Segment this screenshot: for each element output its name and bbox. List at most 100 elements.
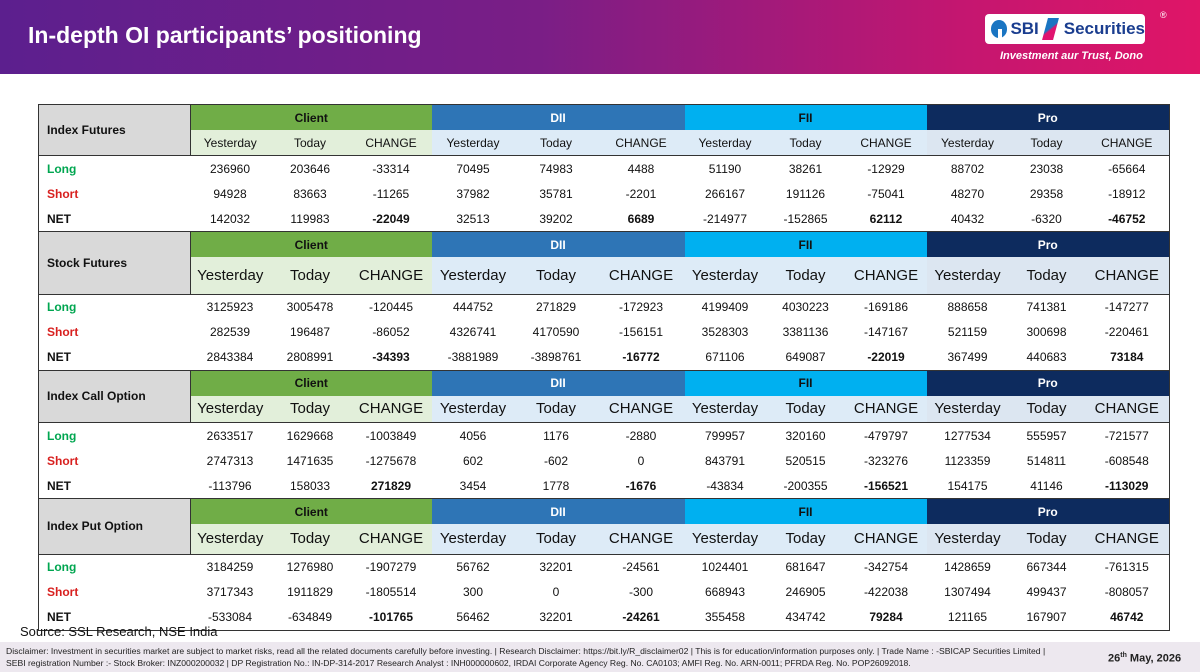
fii-subheader: CHANGE xyxy=(845,524,927,555)
dii-subheader: CHANGE xyxy=(597,130,685,156)
cell-dii-short: 35781 xyxy=(539,186,573,201)
cell-pro-short: -808057 xyxy=(1084,579,1170,605)
cell-dii-short: 4326741 xyxy=(449,325,497,339)
cell-fii-long: -169186 xyxy=(863,300,909,314)
cell-fii-short: 246905 xyxy=(785,585,826,599)
client-header: Client xyxy=(190,369,432,396)
fii-header: FII xyxy=(684,369,927,396)
row-label-net: NET xyxy=(38,473,191,499)
cell-pro-long: 1428659 xyxy=(944,560,991,574)
cell-fii-net: 79284 xyxy=(845,604,927,631)
cell-dii-short: 0 xyxy=(637,453,645,468)
cell-fii-long: -12929 xyxy=(867,161,905,176)
report-date: 26th May, 2026 xyxy=(1108,652,1182,665)
cell-dii-short: -602 xyxy=(543,453,569,468)
cell-client-net: -34393 xyxy=(350,344,432,371)
section-label: Index Put Option xyxy=(38,498,191,555)
fii-subheader: CHANGE xyxy=(845,130,927,156)
cell-client-short: 282539 xyxy=(209,325,251,339)
cell-client-net: 271829 xyxy=(350,473,432,499)
client-header: Client xyxy=(190,231,432,257)
cell-fii-long: 799957 xyxy=(704,428,746,443)
cell-dii-short: -300 xyxy=(628,585,654,599)
cell-fii-long: 4199409 xyxy=(701,300,749,314)
cell-client-short: 196487 xyxy=(289,325,331,339)
oi-positioning-table: Index Futures Client DII FII Pro Yesterday Tod… xyxy=(38,104,1170,631)
fii-subheader: Yesterday xyxy=(684,395,766,423)
cell-dii-long: -2880 xyxy=(625,428,657,443)
pro-subheader: Yesterday xyxy=(926,395,1009,423)
fii-subheader: Yesterday xyxy=(684,524,766,555)
cell-dii-net: 56462 xyxy=(431,604,515,631)
cell-fii-short: -147167 xyxy=(863,325,909,339)
cell-client-short: -11265 xyxy=(372,186,410,201)
cell-client-short: -86052 xyxy=(372,325,410,339)
dii-subheader: CHANGE xyxy=(597,395,685,423)
cell-pro-long: -761315 xyxy=(1084,554,1170,580)
cell-dii-net: -16772 xyxy=(597,344,685,371)
cell-dii-long: -172923 xyxy=(618,300,664,314)
cell-pro-short: -608548 xyxy=(1084,448,1170,473)
cell-dii-net: -24261 xyxy=(597,604,685,631)
dii-header: DII xyxy=(431,104,685,130)
client-subheader: CHANGE xyxy=(350,257,432,295)
cell-fii-net: -214977 xyxy=(684,206,766,232)
cell-pro-net: 167907 xyxy=(1008,604,1085,631)
cell-fii-net: 671106 xyxy=(684,344,766,371)
cell-pro-short: 514811 xyxy=(1026,453,1067,468)
cell-pro-short: 29358 xyxy=(1029,186,1064,201)
cell-fii-net: -200355 xyxy=(765,473,846,499)
row-label-short: Short xyxy=(38,579,191,605)
cell-pro-short: 1123359 xyxy=(944,453,991,468)
cell-client-long: 203646 xyxy=(289,161,331,176)
pro-subheader: CHANGE xyxy=(1084,257,1170,295)
cell-fii-net: 355458 xyxy=(684,604,766,631)
page-title: In-depth OI participants’ positioning xyxy=(28,22,422,48)
cell-pro-long: 667344 xyxy=(1026,560,1067,574)
cell-pro-short: 521159 xyxy=(947,325,988,339)
cell-dii-net: -3898761 xyxy=(514,344,598,371)
cell-client-long: -1907279 xyxy=(365,560,417,574)
fii-subheader: Today xyxy=(765,395,846,423)
fii-subheader: CHANGE xyxy=(845,257,927,295)
cell-fii-short: -75041 xyxy=(867,186,905,201)
cell-client-net: 2808991 xyxy=(269,344,351,371)
cell-dii-net: -3881989 xyxy=(431,344,515,371)
dii-subheader: Today xyxy=(514,257,598,295)
dii-header: DII xyxy=(431,498,685,524)
pro-subheader: CHANGE xyxy=(1084,524,1170,555)
footer: Disclaimer: Investment in securities mar… xyxy=(0,642,1200,672)
cell-dii-net: 1778 xyxy=(514,473,598,499)
cell-pro-net: 440683 xyxy=(1008,344,1085,371)
cell-dii-long: 4056 xyxy=(459,428,487,443)
cell-fii-short: 520515 xyxy=(785,453,826,468)
row-label-net: NET xyxy=(38,206,191,232)
cell-pro-short: 1307494 xyxy=(944,585,991,599)
fii-header: FII xyxy=(684,498,927,524)
fii-subheader: Yesterday xyxy=(684,257,766,295)
cell-fii-long: 681647 xyxy=(785,560,826,574)
logo-divider-icon xyxy=(1041,18,1059,40)
section-label: Stock Futures xyxy=(38,231,191,295)
cell-pro-net: 41146 xyxy=(1008,473,1085,499)
cell-pro-short: 499437 xyxy=(1026,585,1067,599)
row-label-long: Long xyxy=(38,554,191,580)
cell-fii-short: 266167 xyxy=(704,186,746,201)
cell-fii-long: 51190 xyxy=(708,161,742,176)
cell-pro-long: 23038 xyxy=(1029,161,1064,176)
cell-dii-net: 32513 xyxy=(431,206,515,232)
cell-pro-long: 1277534 xyxy=(944,428,991,443)
cell-client-short: 1471635 xyxy=(286,453,334,468)
cell-dii-long: -24561 xyxy=(622,560,660,574)
cell-fii-long: 1024401 xyxy=(701,560,749,574)
cell-dii-net: 32201 xyxy=(514,604,598,631)
cell-dii-net: 3454 xyxy=(431,473,515,499)
cell-client-long: -120445 xyxy=(368,300,414,314)
cell-dii-long: 271829 xyxy=(535,300,577,314)
pro-subheader: CHANGE xyxy=(1084,395,1170,423)
cell-client-net: 142032 xyxy=(190,206,270,232)
row-label-short: Short xyxy=(38,181,191,206)
cell-pro-long: 88702 xyxy=(950,161,985,176)
cell-pro-long: 555957 xyxy=(1026,428,1067,443)
dii-subheader: CHANGE xyxy=(597,257,685,295)
